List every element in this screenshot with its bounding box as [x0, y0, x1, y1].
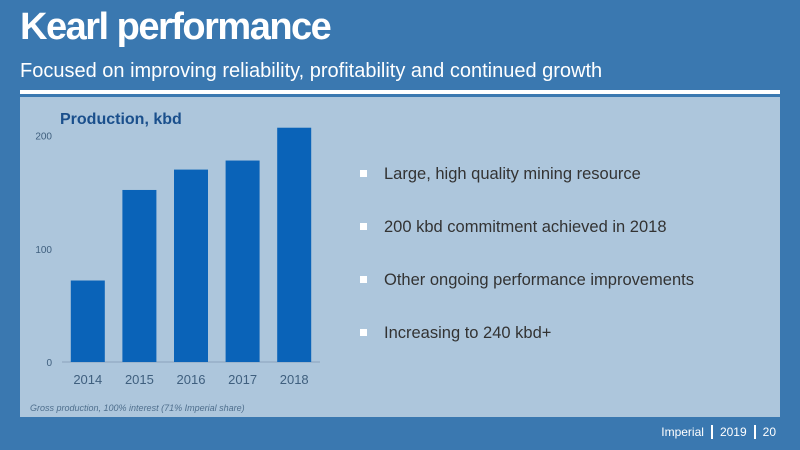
chart-title: Production, kbd: [60, 111, 182, 128]
y-tick-label: 100: [35, 245, 52, 256]
slide-title: Kearl performance: [20, 6, 332, 48]
bar-2018: [277, 127, 312, 362]
x-tick-label: 2016: [177, 372, 206, 387]
header-divider: [20, 90, 780, 94]
square-bullet-icon: [360, 223, 367, 230]
bullet-item: 200 kbd commitment achieved in 2018: [360, 212, 694, 265]
x-tick-label: 2017: [228, 372, 257, 387]
page-number: 20: [762, 425, 776, 439]
x-tick-label: 2018: [280, 372, 309, 387]
bar-2015: [122, 189, 157, 362]
footer-separator: [753, 425, 756, 439]
y-tick-label: 200: [35, 132, 52, 143]
content-panel: Production, kbd 0 100 200 2014 2015 2016 2017 2…: [20, 97, 780, 417]
square-bullet-icon: [360, 329, 367, 336]
bullet-list: Large, high quality mining resource 200 …: [360, 159, 694, 371]
bar-2016: [174, 169, 208, 362]
x-tick-label: 2014: [73, 372, 102, 387]
bullet-text: 200 kbd commitment achieved in 2018: [384, 218, 667, 236]
slide-subtitle: Focused on improving reliability, profit…: [20, 60, 603, 82]
production-bar-chart: 0 100 200 2014 2015 2016 2017 2018: [35, 127, 320, 387]
bullet-item: Large, high quality mining resource: [360, 159, 694, 212]
bar-2014: [70, 280, 105, 362]
bar-2017: [225, 160, 260, 362]
bullet-text: Large, high quality mining resource: [384, 165, 641, 183]
square-bullet-icon: [360, 170, 367, 177]
slide-footer: Imperial 2019 20: [661, 425, 776, 439]
bullet-item: Other ongoing performance improvements: [360, 265, 694, 318]
footer-separator: [710, 425, 713, 439]
footer-company: Imperial: [661, 425, 704, 439]
chart-footnote: Gross production, 100% interest (71% Imp…: [30, 403, 245, 413]
bullet-text: Increasing to 240 kbd+: [384, 324, 552, 342]
square-bullet-icon: [360, 276, 367, 283]
bullet-text: Other ongoing performance improvements: [384, 271, 694, 289]
x-tick-label: 2015: [125, 372, 154, 387]
y-tick-label: 0: [46, 358, 52, 369]
footer-year: 2019: [719, 425, 747, 439]
bullet-item: Increasing to 240 kbd+: [360, 318, 694, 371]
